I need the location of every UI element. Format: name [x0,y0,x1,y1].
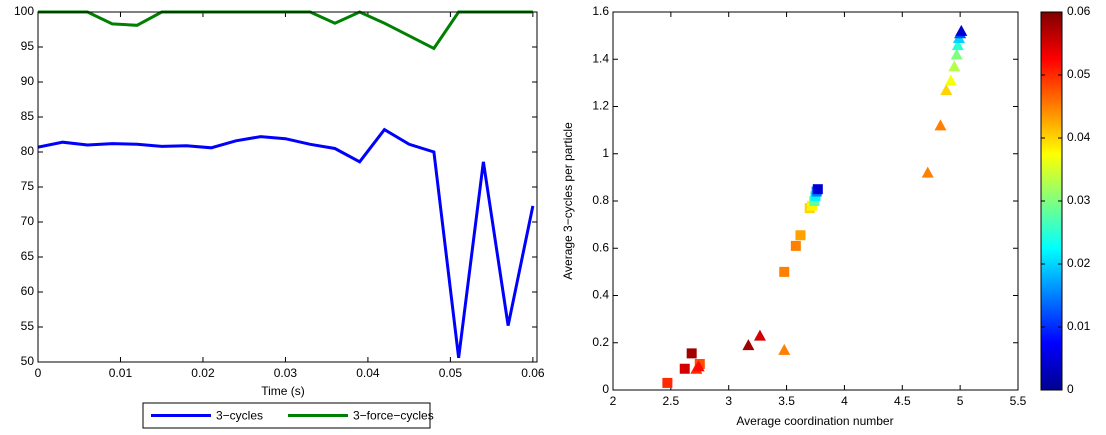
x-tick-label: 3 [725,394,732,408]
y-tick-label: 1 [602,146,609,160]
x-tick-label: 2.5 [663,394,680,408]
scatter-point [742,339,755,351]
axes-box [612,11,1019,391]
scatter-point [950,48,963,60]
scatter-point [795,230,806,241]
x-axis-label: Average coordination number [736,414,893,428]
scatter-point [951,39,964,51]
scatter-point [679,363,690,374]
x-tick-label: 4.5 [894,394,911,408]
colorbar-tick-label: 0.01 [1067,319,1091,333]
line-series [38,10,533,51]
x-tick-label: 0.02 [191,366,215,380]
scatter-point [921,166,934,178]
y-tick-label: 0.4 [592,288,609,302]
y-tick-label: 100 [14,4,34,18]
scatter-point [662,377,673,388]
scatter-point [778,343,791,355]
y-tick-label: 70 [21,214,35,228]
scatter-point [955,24,968,36]
legend-label: 3−force−cycles [353,409,434,423]
scatter-point [692,360,705,372]
colorbar-tick-label: 0.04 [1067,130,1091,144]
x-tick-label: 0.05 [439,366,463,380]
scatter-point [686,348,697,359]
x-tick-label: 5 [957,394,964,408]
axes-box [37,11,538,363]
x-tick-label: 0.04 [356,366,380,380]
y-tick-label: 90 [21,74,35,88]
y-tick-label: 0 [602,382,609,396]
y-tick-label: 75 [21,179,35,193]
y-tick-label: 60 [21,284,35,298]
colorbar-tick-label: 0.05 [1067,67,1091,81]
scatter-point [944,74,957,86]
y-tick-label: 1.6 [592,4,609,18]
colorbar-tick-label: 0.03 [1067,193,1091,207]
x-tick-label: 0.06 [521,366,545,380]
scatter-point [948,60,961,72]
scatter-point [753,329,766,341]
x-axis-label: Time (s) [261,384,305,398]
y-tick-label: 1.2 [592,99,609,113]
y-tick-label: 50 [21,354,35,368]
scatter-point [812,184,823,195]
y-tick-label: 0.2 [592,335,609,349]
x-tick-label: 5.5 [1010,394,1027,408]
scatter-point [934,119,947,131]
x-tick-label: 4 [841,394,848,408]
x-tick-label: 0 [35,366,42,380]
colorbar-tick-label: 0.02 [1067,256,1091,270]
scatter-point [779,266,790,277]
y-tick-label: 0.8 [592,193,609,207]
scatter-point [790,240,801,251]
y-tick-label: 0.6 [592,240,609,254]
scatter-point [940,83,953,95]
y-tick-label: 95 [21,39,35,53]
y-tick-label: 65 [21,249,35,263]
legend-label: 3−cycles [216,409,263,423]
y-tick-label: 55 [21,319,35,333]
x-tick-label: 0.01 [109,366,133,380]
colorbar-tick-label: 0.06 [1067,4,1091,18]
x-tick-label: 2 [610,394,617,408]
line-series [38,127,535,358]
y-tick-label: 1.4 [592,51,609,65]
colorbar-tick-label: 0 [1067,382,1074,396]
x-tick-label: 0.03 [274,366,298,380]
x-tick-label: 3.5 [778,394,795,408]
y-axis-label: Average 3−cycles per particle [561,122,575,280]
y-tick-label: 80 [21,144,35,158]
y-tick-label: 85 [21,109,35,123]
